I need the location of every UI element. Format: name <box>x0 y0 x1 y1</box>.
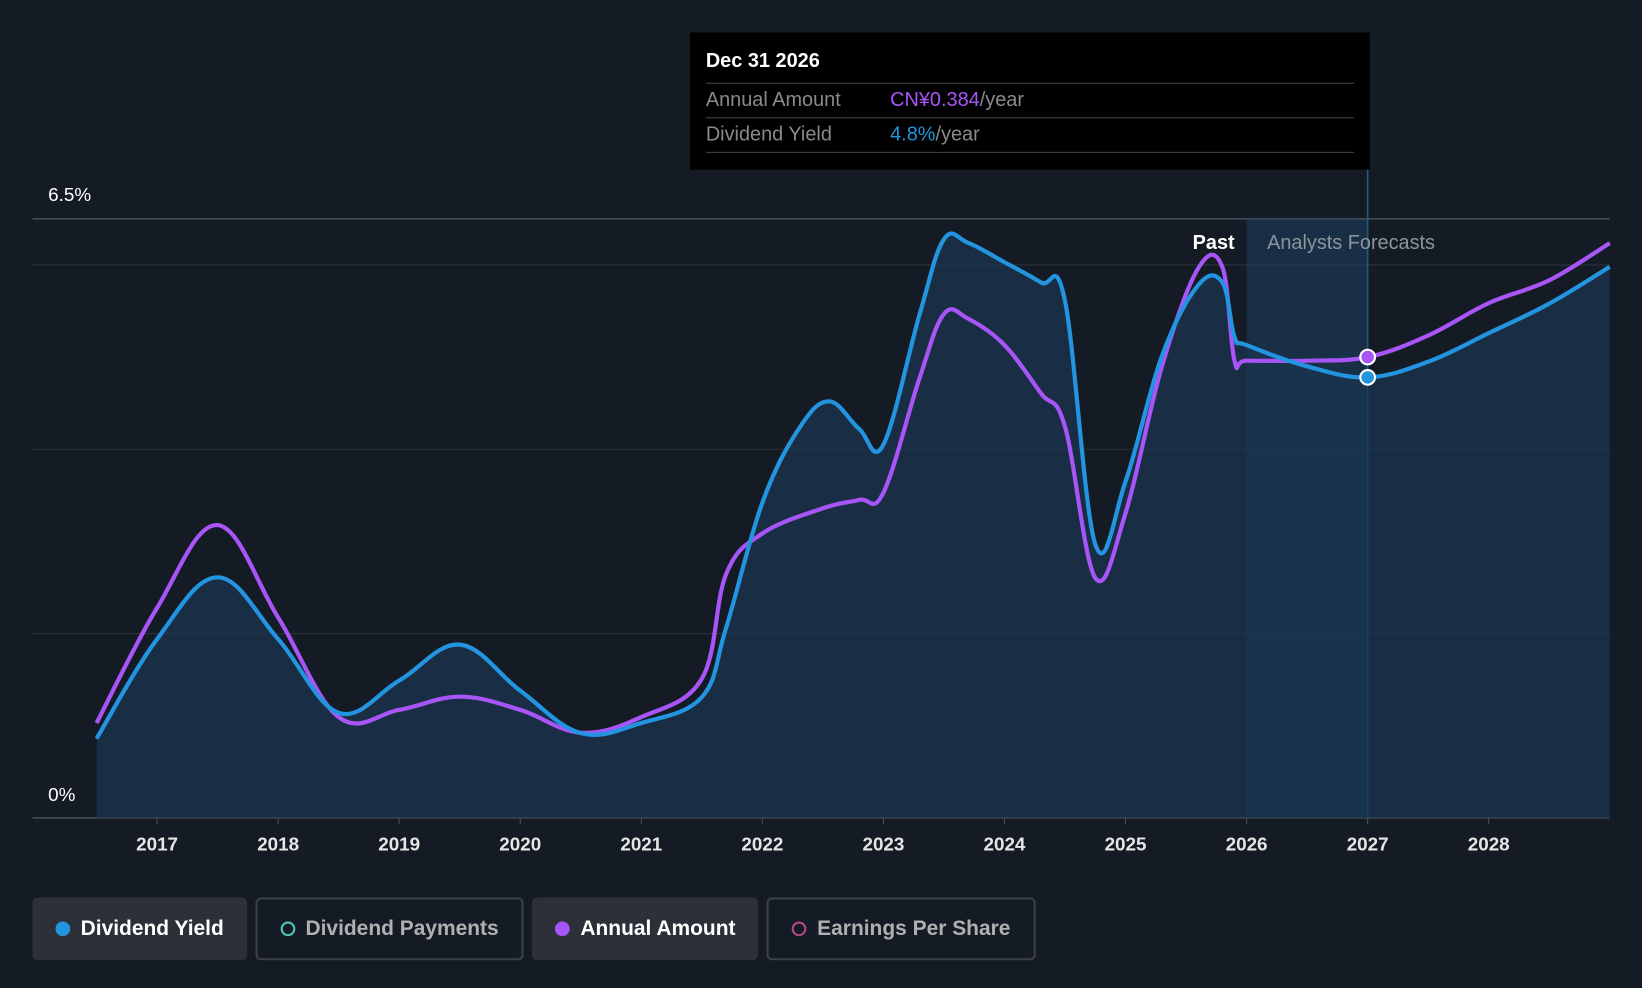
dividend-yield-area <box>96 233 1610 818</box>
dividend-yield-line <box>94 231 1611 740</box>
filled-dot-icon <box>55 921 71 937</box>
hollow-dot-icon <box>792 921 807 937</box>
tooltip-row-annual-amount: Annual Amount CN¥0.384 /year <box>705 84 1355 119</box>
x-tick-label: 2027 <box>1347 833 1389 854</box>
tooltip-value: CN¥0.384 <box>890 89 980 112</box>
filled-dot-icon <box>555 921 570 937</box>
tooltip-label: Annual Amount <box>705 89 841 112</box>
x-tick-label: 2024 <box>984 833 1026 854</box>
legend-dividend-yield-button[interactable]: Dividend Yield <box>32 897 247 961</box>
tooltip-date: Dec 31 2026 <box>705 47 1355 84</box>
forecast-label: Analysts Forecasts <box>1267 232 1435 254</box>
x-tick-label: 2025 <box>1105 833 1147 854</box>
tooltip-label: Dividend Yield <box>705 123 832 146</box>
y-axis-bottom-label: 0% <box>48 784 75 805</box>
dividend-yield-marker <box>1359 368 1377 386</box>
x-tick-label: 2026 <box>1226 833 1268 854</box>
legend-dividend-payments-button[interactable]: Dividend Payments <box>255 897 524 961</box>
legend-annual-amount-button[interactable]: Annual Amount <box>532 897 759 961</box>
annual-amount-marker <box>1359 348 1377 366</box>
x-tick-label: 2022 <box>741 833 783 854</box>
annual-amount-line <box>94 241 1611 735</box>
tooltip-unit: /year <box>935 123 980 146</box>
hollow-dot-icon <box>280 921 295 937</box>
legend: Dividend Yield Dividend Payments Annual … <box>32 897 1036 961</box>
x-tick-label: 2020 <box>499 833 541 854</box>
chart-canvas[interactable]: 2017 2018 2019 2020 2021 2022 2023 2024 2025 2026… <box>0 0 1642 890</box>
x-tick-label: 2021 <box>620 833 662 854</box>
x-tick-label: 2017 <box>136 833 178 854</box>
past-label: Past <box>1193 232 1235 254</box>
y-axis-top-label: 6.5% <box>48 184 91 205</box>
x-tick-label: 2028 <box>1468 833 1510 854</box>
tooltip-value: 4.8% <box>890 123 936 146</box>
x-tick-label: 2023 <box>862 833 904 854</box>
tooltip-row-dividend-yield: Dividend Yield 4.8% /year <box>705 118 1355 153</box>
tooltip: Dec 31 2026 Annual Amount CN¥0.384 /year… <box>690 32 1370 170</box>
legend-label: Earnings Per Share <box>817 916 1011 940</box>
tooltip-unit: /year <box>979 89 1024 112</box>
x-tick-label: 2019 <box>378 833 420 854</box>
legend-label: Dividend Payments <box>305 916 499 940</box>
legend-label: Annual Amount <box>580 916 736 940</box>
legend-label: Dividend Yield <box>80 916 224 940</box>
x-tick-label: 2018 <box>257 833 299 854</box>
legend-earnings-per-share-button[interactable]: Earnings Per Share <box>766 897 1036 961</box>
